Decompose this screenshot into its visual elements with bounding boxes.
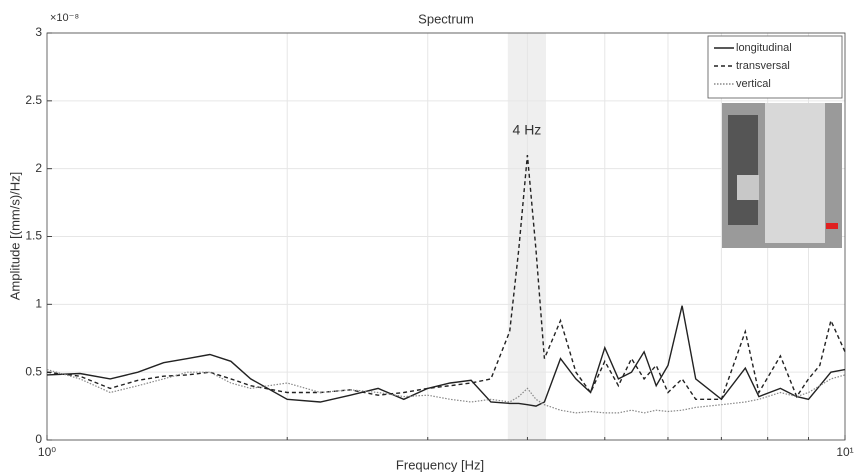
- y-tick-label: 2.5: [25, 93, 42, 107]
- series-line: [46, 368, 846, 414]
- y-multiplier: ×10⁻⁸: [50, 12, 79, 24]
- x-tick-label: 10¹: [836, 445, 853, 459]
- y-tick-label: 1: [35, 297, 42, 311]
- legend-label: vertical: [736, 78, 771, 90]
- annotation: 4 Hz: [513, 122, 542, 138]
- photo-wall: [765, 103, 825, 243]
- photo-inset: [722, 103, 842, 248]
- legend-label: transversal: [736, 60, 790, 72]
- photo-box: [737, 175, 759, 200]
- legend-box: [707, 35, 843, 99]
- series-line: [46, 305, 846, 407]
- photo-marker: [826, 223, 838, 229]
- y-tick-label: 0.5: [25, 364, 42, 378]
- y-tick-label: 2: [35, 161, 42, 175]
- y-tick-label: 0: [35, 432, 42, 446]
- photo-dark: [728, 115, 758, 225]
- y-axis-label: Amplitude [(mm/s)/Hz]: [7, 172, 22, 301]
- y-tick-label: 1.5: [25, 229, 42, 243]
- legend-label: longitudinal: [736, 42, 792, 54]
- x-tick-label: 10⁰: [38, 445, 56, 459]
- series-line: [46, 155, 846, 400]
- y-tick-label: 3: [35, 25, 42, 39]
- x-axis-label: Frequency [Hz]: [396, 457, 484, 472]
- chart-title: Spectrum: [418, 11, 474, 26]
